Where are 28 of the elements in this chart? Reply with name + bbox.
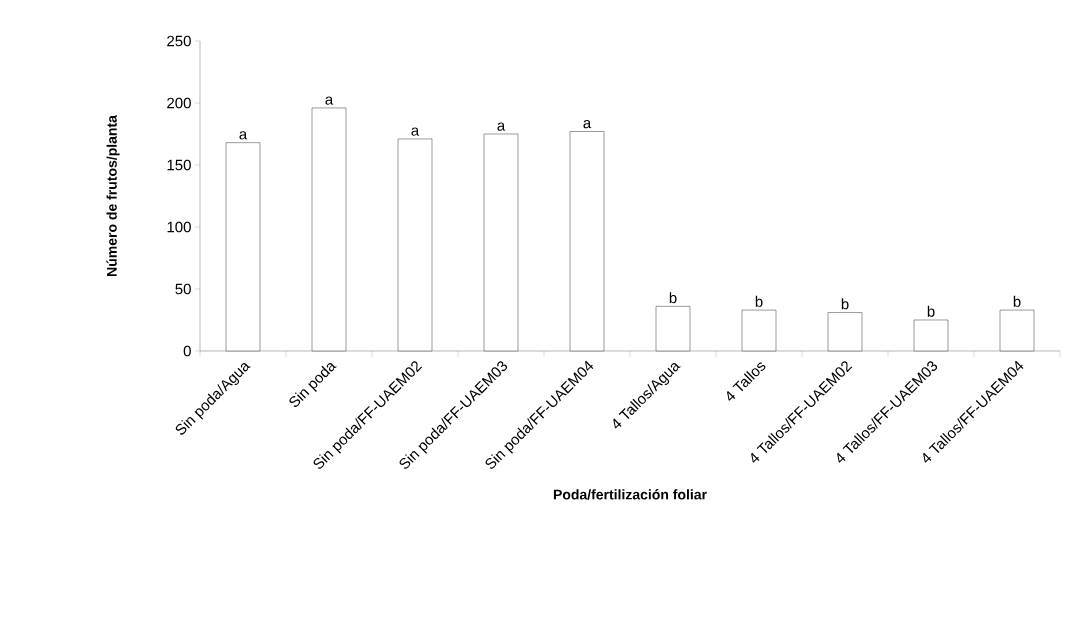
bar: [397, 138, 433, 352]
annotation: a: [239, 131, 248, 140]
annotation: a: [411, 127, 420, 136]
bar: [827, 312, 863, 352]
annotation: b: [1013, 295, 1021, 307]
y-tick-label: 200: [167, 97, 191, 109]
y-tick-label: 0: [183, 345, 191, 357]
bar: [655, 306, 691, 352]
y-axis-title: Número de frutos/planta: [106, 115, 120, 276]
bar: [741, 309, 777, 352]
bar: [311, 107, 347, 352]
x-axis-title: Poda/fertilización foliar: [553, 489, 707, 500]
annotation: a: [497, 122, 506, 131]
bar: [999, 309, 1035, 352]
y-tick-label: 100: [167, 221, 191, 233]
annotation: b: [841, 298, 849, 310]
annotation: a: [583, 120, 592, 129]
bar: [225, 142, 261, 352]
y-tick-label: 150: [167, 159, 191, 171]
annotation: b: [755, 295, 763, 307]
bar: [569, 131, 605, 352]
bar: [483, 133, 519, 352]
annotation: b: [669, 292, 677, 304]
annotation: a: [325, 96, 334, 105]
y-tick-label: 50: [175, 283, 191, 295]
y-tick-label: 250: [167, 35, 191, 47]
bar: [913, 319, 949, 352]
annotation: b: [927, 305, 935, 317]
